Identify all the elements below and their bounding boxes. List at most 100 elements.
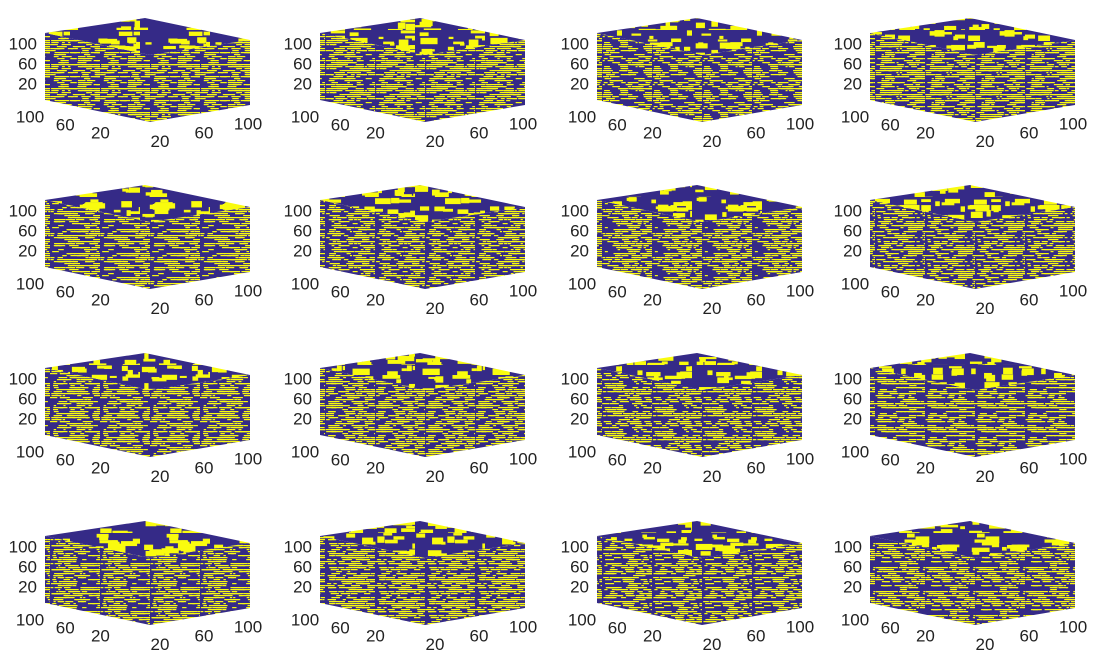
y-tick-label: 60: [881, 618, 900, 637]
z-tick-label: 20: [293, 241, 312, 260]
x-tick-label: 60: [747, 123, 766, 142]
z-tick-label: 100: [834, 34, 862, 53]
x-tick-label: 100: [786, 449, 814, 468]
x-tick-label: 60: [470, 123, 489, 142]
z-tick-label: 60: [293, 221, 312, 240]
x-tick-label: 100: [234, 281, 262, 300]
y-tick-label: 60: [56, 115, 75, 134]
y-tick-label: 20: [916, 123, 935, 142]
z-tick-label: 100: [561, 369, 589, 388]
y-tick-label: 60: [608, 115, 627, 134]
z-tick-label: 60: [293, 54, 312, 73]
y-tick-label: 100: [568, 442, 596, 461]
z-tick-label: 60: [570, 221, 589, 240]
z-tick-label: 20: [570, 577, 589, 596]
y-tick-label: 100: [16, 274, 44, 293]
z-tick-label: 60: [570, 389, 589, 408]
y-tick-label: 100: [841, 274, 869, 293]
y-tick-label: 100: [16, 107, 44, 126]
z-tick-label: 100: [834, 537, 862, 556]
z-tick-label: 20: [570, 241, 589, 260]
z-tick-label: 20: [570, 409, 589, 428]
y-tick-label: 100: [291, 274, 319, 293]
y-tick-label: 20: [916, 458, 935, 477]
z-tick-label: 100: [9, 537, 37, 556]
z-tick-label: 100: [284, 369, 312, 388]
x-tick-label: 100: [509, 617, 537, 636]
x-tick-label: 20: [703, 635, 722, 654]
x-tick-label: 100: [234, 617, 262, 636]
z-tick-label: 20: [843, 577, 862, 596]
y-tick-label: 20: [91, 458, 110, 477]
x-tick-label: 100: [1059, 617, 1087, 636]
z-tick-label: 100: [284, 34, 312, 53]
x-tick-label: 20: [976, 299, 995, 318]
y-tick-label: 100: [291, 442, 319, 461]
y-tick-label: 100: [841, 442, 869, 461]
z-tick-label: 20: [18, 409, 37, 428]
y-tick-label: 100: [568, 274, 596, 293]
y-tick-label: 60: [331, 618, 350, 637]
x-tick-label: 60: [747, 290, 766, 309]
z-tick-label: 100: [9, 201, 37, 220]
y-tick-label: 100: [568, 610, 596, 629]
x-tick-label: 20: [703, 299, 722, 318]
z-tick-label: 60: [18, 54, 37, 73]
x-tick-label: 100: [786, 281, 814, 300]
y-tick-label: 60: [881, 115, 900, 134]
x-tick-label: 20: [703, 132, 722, 151]
z-tick-label: 60: [18, 221, 37, 240]
z-tick-label: 60: [843, 389, 862, 408]
y-tick-label: 20: [91, 290, 110, 309]
x-tick-label: 20: [976, 635, 995, 654]
z-tick-label: 100: [284, 537, 312, 556]
x-tick-label: 20: [703, 467, 722, 486]
x-tick-label: 100: [786, 114, 814, 133]
y-tick-label: 100: [291, 610, 319, 629]
x-tick-label: 20: [976, 467, 995, 486]
x-tick-label: 20: [426, 299, 445, 318]
y-tick-label: 60: [331, 115, 350, 134]
x-tick-label: 100: [1059, 449, 1087, 468]
subplot: 206010020601002060100: [9, 353, 263, 486]
x-tick-label: 20: [151, 635, 170, 654]
y-tick-label: 100: [291, 107, 319, 126]
x-tick-label: 60: [470, 458, 489, 477]
subplot: 206010020601002060100: [834, 18, 1088, 151]
y-tick-label: 20: [366, 290, 385, 309]
x-tick-label: 60: [195, 626, 214, 645]
x-tick-label: 100: [1059, 281, 1087, 300]
z-tick-label: 20: [18, 241, 37, 260]
x-tick-label: 20: [426, 132, 445, 151]
z-tick-label: 60: [18, 389, 37, 408]
x-tick-label: 60: [470, 626, 489, 645]
y-tick-label: 60: [56, 282, 75, 301]
z-tick-label: 20: [293, 577, 312, 596]
x-tick-label: 60: [195, 458, 214, 477]
z-tick-label: 60: [843, 557, 862, 576]
y-tick-label: 20: [366, 458, 385, 477]
x-tick-label: 60: [1020, 290, 1039, 309]
z-tick-label: 20: [18, 577, 37, 596]
x-tick-label: 20: [151, 132, 170, 151]
y-tick-label: 60: [881, 450, 900, 469]
y-tick-label: 60: [608, 282, 627, 301]
y-tick-label: 20: [643, 626, 662, 645]
subplot: 206010020601002060100: [9, 185, 263, 318]
subplot: 206010020601002060100: [834, 353, 1088, 486]
z-tick-label: 20: [843, 241, 862, 260]
y-tick-label: 20: [643, 290, 662, 309]
y-tick-label: 100: [841, 610, 869, 629]
z-tick-label: 60: [843, 221, 862, 240]
y-tick-label: 60: [56, 450, 75, 469]
x-tick-label: 20: [151, 467, 170, 486]
